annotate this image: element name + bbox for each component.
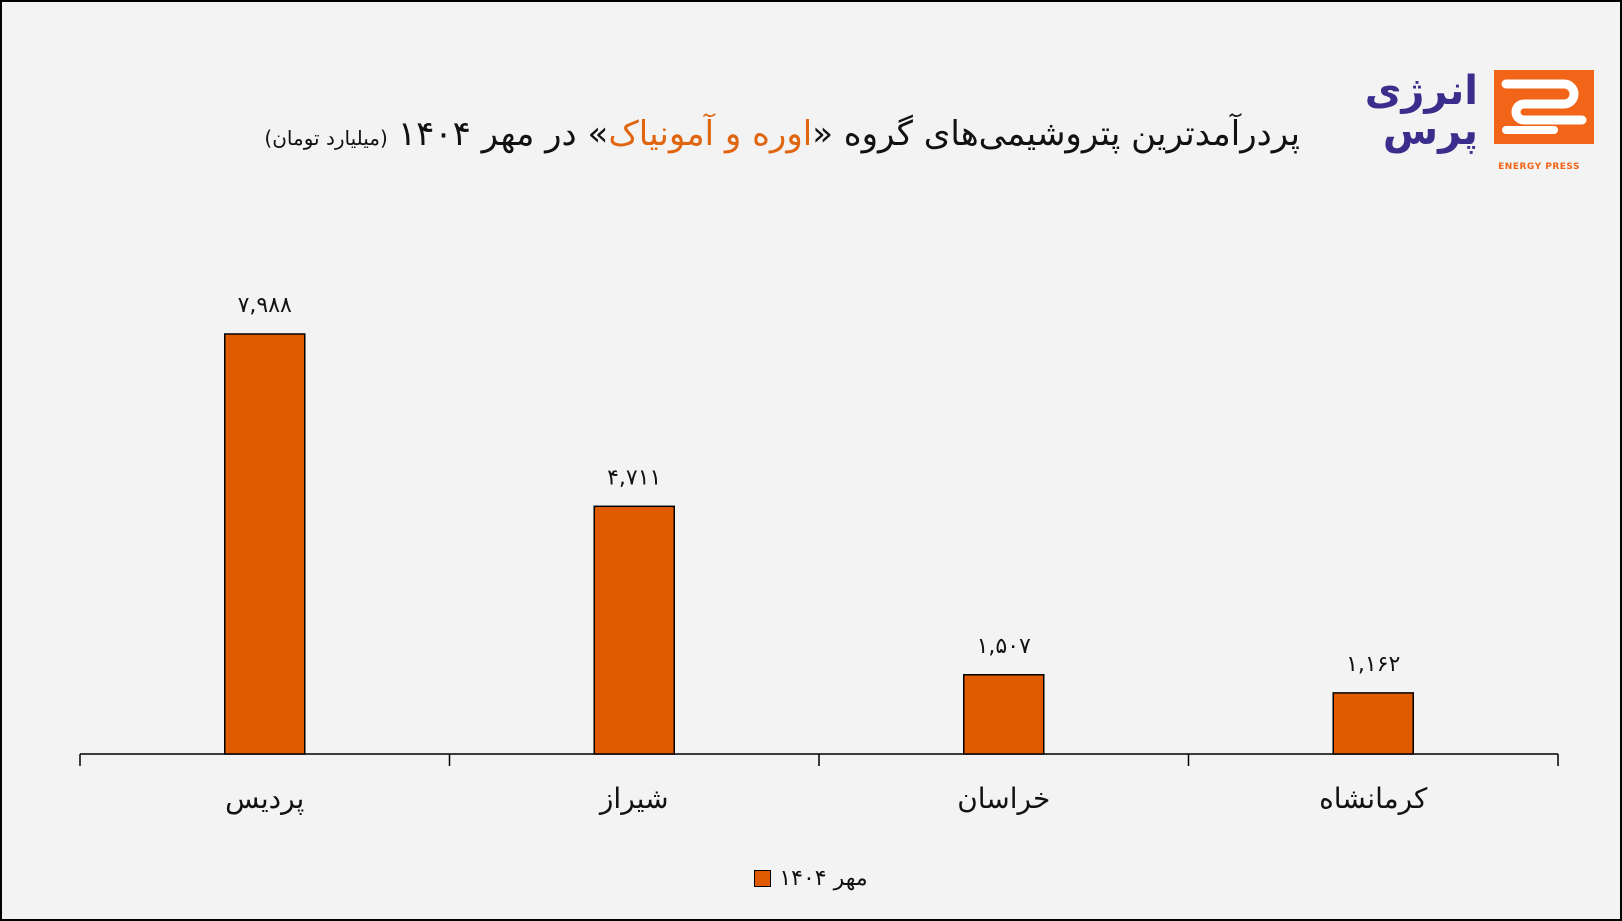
category-label: پردیس xyxy=(225,782,304,815)
logo-persian-line2: پرس xyxy=(1382,108,1478,154)
title-prefix: پردرآمدترین پتروشیمی‌های گروه « xyxy=(812,114,1300,154)
logo-english-text: ENERGY PRESS xyxy=(1498,162,1580,172)
category-label: شیراز xyxy=(598,782,669,815)
data-label: ۷,۹۸۸ xyxy=(238,293,292,318)
energy-press-logo: ENERGY PRESS انرژی پرس xyxy=(1324,68,1594,180)
title-unit: (میلیارد تومان) xyxy=(264,126,388,150)
legend-label: مهر ۱۴۰۴ xyxy=(779,866,868,891)
bar xyxy=(1332,692,1414,755)
title-suffix: » در مهر ۱۴۰۴ xyxy=(397,114,609,154)
legend: مهر ۱۴۰۴ xyxy=(2,866,1620,893)
bar xyxy=(224,333,306,755)
chart-title: پردرآمدترین پتروشیمی‌های گروه «اوره و آم… xyxy=(264,114,1300,154)
bar xyxy=(593,505,675,755)
category-label: کرمانشاه xyxy=(1319,782,1428,815)
data-label: ۱,۱۶۲ xyxy=(1346,652,1400,677)
category-label: خراسان xyxy=(957,782,1050,815)
legend-swatch xyxy=(754,870,772,887)
logo-persian-line1: انرژی xyxy=(1364,68,1478,114)
data-label: ۱,۵۰۷ xyxy=(977,634,1031,659)
logo-mark-icon xyxy=(1494,70,1594,144)
bar xyxy=(963,674,1045,755)
data-label: ۴,۷۱۱ xyxy=(607,465,661,490)
title-highlight: اوره و آمونیاک xyxy=(608,114,813,154)
